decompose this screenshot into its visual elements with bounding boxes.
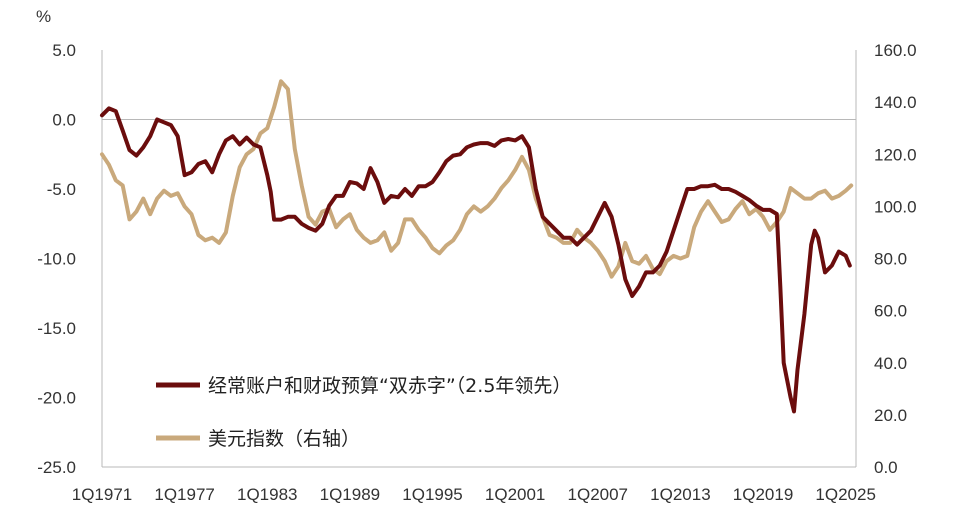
right-y-tick-label: 160.0 <box>874 41 917 60</box>
legend-label-deficit: 经常账户和财政预算“双赤字”（2.5年领先） <box>208 375 571 397</box>
right-y-tick-label: 60.0 <box>874 302 907 321</box>
x-tick-label: 1Q2001 <box>485 485 546 504</box>
x-tick-label: 1Q1971 <box>72 485 133 504</box>
x-tick-label: 1Q2013 <box>650 485 711 504</box>
left-y-ticks: 5.0 0.0 -5.0 -10.0 -15.0 -20.0 -25.0 <box>37 41 76 477</box>
right-y-tick-label: 120.0 <box>874 145 917 164</box>
series-line-twin-deficit <box>100 106 852 414</box>
x-tick-label: 1Q2025 <box>815 485 876 504</box>
right-y-tick-label: 40.0 <box>874 354 907 373</box>
right-y-tick-label: 140.0 <box>874 93 917 112</box>
right-y-tick-label: 0.0 <box>874 458 898 477</box>
series-line-dollar-index <box>100 79 854 279</box>
x-tick-label: 1Q2019 <box>733 485 794 504</box>
right-y-tick-label: 80.0 <box>874 250 907 269</box>
left-y-tick-label: 5.0 <box>52 41 76 60</box>
legend-label-dxy: 美元指数（右轴） <box>208 428 360 450</box>
left-y-tick-label: -5.0 <box>47 180 76 199</box>
x-tick-label: 1Q1983 <box>237 485 298 504</box>
x-tick-label: 1Q2007 <box>568 485 629 504</box>
x-tick-label: 1Q1995 <box>402 485 463 504</box>
right-y-ticks: 160.0 140.0 120.0 100.0 80.0 60.0 40.0 20.0 0.0 <box>874 41 917 477</box>
left-y-tick-label: 0.0 <box>52 111 76 130</box>
x-tick-label: 1Q1989 <box>320 485 381 504</box>
left-y-tick-label: -20.0 <box>37 389 76 408</box>
x-ticks: 1Q1971 1Q1977 1Q1983 1Q1989 1Q1995 1Q2001 1Q20… <box>72 485 876 504</box>
x-tick-label: 1Q1977 <box>154 485 215 504</box>
left-y-tick-label: -10.0 <box>37 250 76 269</box>
left-y-tick-label: -15.0 <box>37 319 76 338</box>
right-y-tick-label: 20.0 <box>874 406 907 425</box>
series-layer <box>100 79 854 414</box>
left-axis-unit: % <box>36 7 51 26</box>
left-y-tick-label: -25.0 <box>37 458 76 477</box>
right-y-tick-label: 100.0 <box>874 197 917 216</box>
legend: 经常账户和财政预算“双赤字”（2.5年领先） 美元指数（右轴） <box>156 375 571 450</box>
